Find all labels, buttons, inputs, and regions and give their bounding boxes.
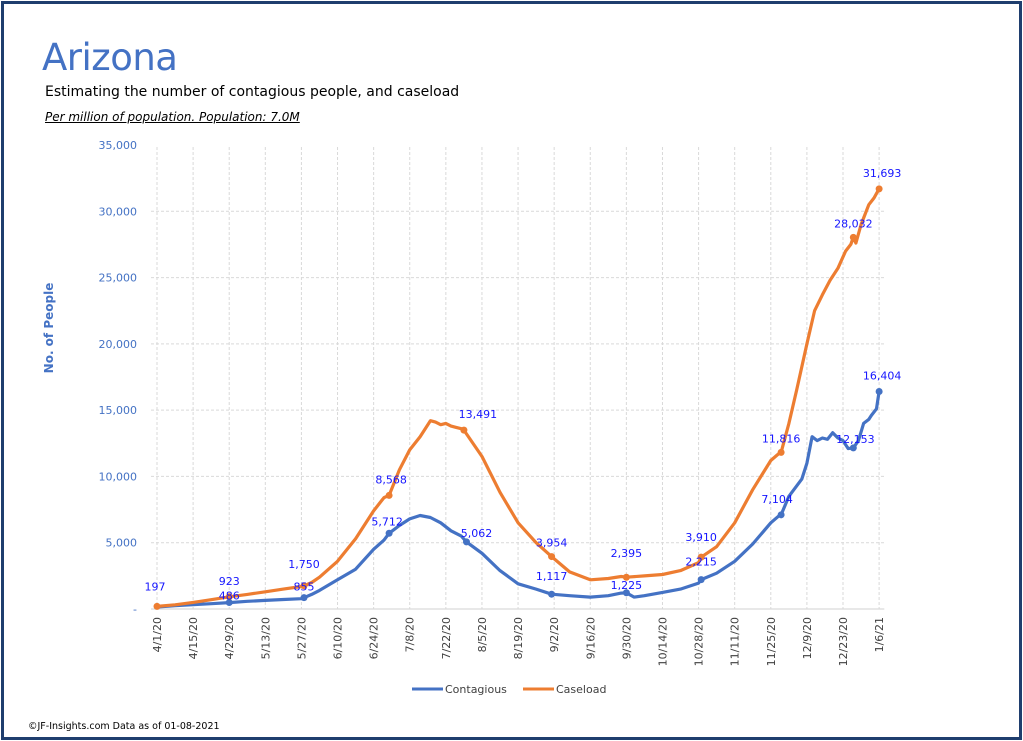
- data-point-marker: [622, 573, 630, 581]
- data-label: 1,225: [611, 579, 643, 592]
- x-tick-label: 6/10/20: [332, 617, 345, 659]
- x-tick-label: 7/22/20: [440, 617, 453, 659]
- data-point-marker: [875, 185, 883, 193]
- series-lines: [155, 187, 881, 609]
- x-tick-label: 10/28/20: [693, 617, 706, 666]
- x-tick-label: 1/6/21: [873, 617, 886, 652]
- data-point-marker: [225, 599, 233, 607]
- data-label: 1,750: [288, 558, 320, 571]
- x-tick-label: 8/19/20: [512, 617, 525, 659]
- data-label: 1,117: [536, 570, 568, 583]
- data-point-marker: [875, 388, 883, 396]
- data-label: 486: [219, 590, 240, 603]
- data-point-marker: [548, 553, 556, 561]
- x-tick-label: 4/15/20: [187, 617, 200, 659]
- page-title: Arizona: [42, 36, 178, 79]
- chart-subtitle: Estimating the number of contagious peop…: [45, 84, 460, 100]
- legend-label-contagious: Contagious: [445, 683, 507, 696]
- data-point-marker: [385, 491, 393, 499]
- legend-label-caseload: Caseload: [556, 683, 606, 696]
- data-point-marker: [225, 593, 233, 601]
- data-label: 13,491: [459, 408, 498, 421]
- data-label: 3,954: [536, 537, 568, 550]
- x-tick-label: 4/29/20: [223, 617, 236, 659]
- data-point-marker: [462, 538, 470, 546]
- x-tick-label: 8/5/20: [476, 617, 489, 652]
- data-point-marker: [849, 233, 857, 241]
- data-point-marker: [849, 444, 857, 452]
- x-tick-label: 9/2/20: [548, 617, 561, 652]
- data-point-marker: [697, 576, 705, 584]
- y-tick-label: 25,000: [99, 272, 138, 285]
- x-tick-label: 7/8/20: [404, 617, 417, 652]
- y-tick-label: 30,000: [99, 205, 138, 218]
- series-line-caseload: [155, 187, 881, 609]
- population-note: Per million of population. Population: 7…: [45, 110, 300, 124]
- data-label: 7,104: [761, 493, 793, 506]
- y-axis-ticks: - 5,000 10,000 15,000 20,000 25,000 30,000 35,0…: [99, 139, 138, 616]
- data-label: 8,568: [375, 473, 407, 486]
- y-tick-label: 10,000: [99, 470, 138, 483]
- data-label: 5,062: [461, 527, 493, 540]
- data-label: 16,404: [863, 370, 902, 383]
- data-point-marker: [300, 582, 308, 590]
- x-tick-label: 12/23/20: [837, 617, 850, 666]
- x-tick-label: 12/9/20: [801, 617, 814, 659]
- x-tick-label: 10/14/20: [656, 617, 669, 666]
- x-tick-label: 11/11/20: [729, 617, 742, 666]
- data-label: 31,693: [863, 167, 902, 180]
- x-tick-label: 5/27/20: [295, 617, 308, 659]
- data-label: 12,153: [836, 433, 875, 446]
- x-tick-label: 9/30/20: [620, 617, 633, 659]
- y-tick-label: 20,000: [99, 338, 138, 351]
- y-tick-label: 35,000: [99, 139, 138, 152]
- data-label: 2,215: [685, 556, 717, 569]
- x-axis-ticks: 4/1/20 4/15/20 4/29/20 5/13/20 5/27/20 6/10/2…: [151, 617, 886, 666]
- data-label: 855: [294, 581, 315, 594]
- data-label: 11,816: [762, 432, 801, 445]
- y-tick-label: 15,000: [99, 404, 138, 417]
- data-point-marker: [777, 448, 785, 456]
- data-point-marker: [385, 529, 393, 537]
- data-label: 5,712: [371, 515, 403, 528]
- data-point-marker: [777, 511, 785, 519]
- data-point-marker: [548, 590, 556, 598]
- data-point-marker: [697, 553, 705, 561]
- data-point-marker: [622, 589, 630, 597]
- legend: Contagious Caseload: [412, 683, 606, 696]
- series-line-contagious: [155, 389, 881, 609]
- data-label: 2,395: [611, 547, 643, 560]
- x-tick-label: 11/25/20: [765, 617, 778, 666]
- data-label: 3,910: [685, 531, 717, 544]
- data-point-marker: [460, 426, 468, 434]
- y-tick-label: 5,000: [106, 537, 138, 550]
- data-point-marker: [153, 602, 161, 610]
- data-point-marker: [300, 594, 308, 602]
- x-tick-label: 6/24/20: [368, 617, 381, 659]
- x-tick-label: 4/1/20: [151, 617, 164, 652]
- x-tick-label: 5/13/20: [259, 617, 272, 659]
- y-tick-label: -: [133, 603, 137, 616]
- gridlines: [151, 147, 885, 609]
- y-axis-label: No. of People: [42, 283, 56, 374]
- data-labels: 197 923 486 1,750 855 8,568 5,712 13,491 5,062 3,…: [145, 167, 902, 610]
- data-label: 28,032: [834, 217, 873, 230]
- data-label: 197: [145, 580, 166, 593]
- footer-credit: ©JF-Insights.com Data as of 01-08-2021: [28, 721, 220, 732]
- data-label: 923: [219, 575, 240, 588]
- x-tick-label: 9/16/20: [584, 617, 597, 659]
